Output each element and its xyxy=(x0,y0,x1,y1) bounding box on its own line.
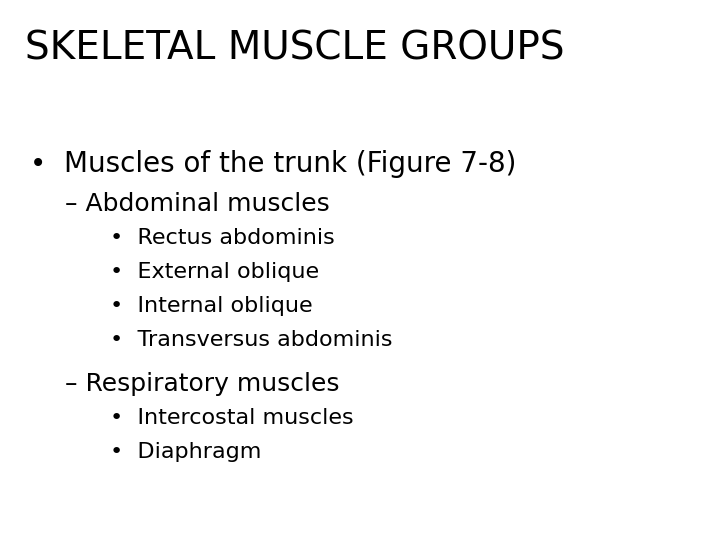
Text: •  Diaphragm: • Diaphragm xyxy=(110,442,261,462)
Text: – Abdominal muscles: – Abdominal muscles xyxy=(65,192,330,216)
Text: •  Internal oblique: • Internal oblique xyxy=(110,296,312,316)
Text: •  Rectus abdominis: • Rectus abdominis xyxy=(110,228,335,248)
Text: – Respiratory muscles: – Respiratory muscles xyxy=(65,372,340,396)
Text: •  Transversus abdominis: • Transversus abdominis xyxy=(110,330,392,350)
Text: •  External oblique: • External oblique xyxy=(110,262,319,282)
Text: •  Intercostal muscles: • Intercostal muscles xyxy=(110,408,354,428)
Text: •  Muscles of the trunk (Figure 7-8): • Muscles of the trunk (Figure 7-8) xyxy=(30,150,516,178)
Text: SKELETAL MUSCLE GROUPS: SKELETAL MUSCLE GROUPS xyxy=(25,30,564,68)
